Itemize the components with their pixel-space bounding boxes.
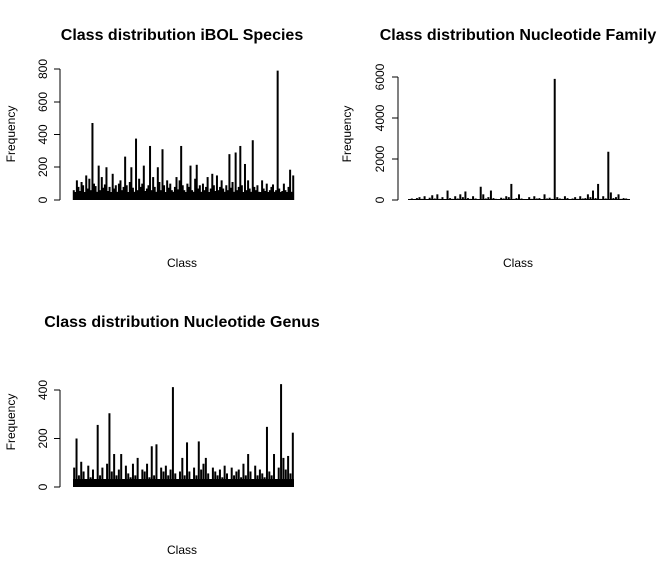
y-axis-ticks: 0 2000 4000 6000 bbox=[373, 63, 398, 203]
y-axis-label: Frequency bbox=[340, 106, 354, 163]
bar-series bbox=[408, 79, 630, 200]
y-tick-label: 200 bbox=[36, 428, 50, 448]
y-axis-ticks: 0 200 400 600 800 bbox=[36, 59, 60, 204]
y-tick-label: 0 bbox=[36, 196, 50, 203]
y-tick-label: 200 bbox=[36, 157, 50, 177]
y-tick-label: 800 bbox=[36, 59, 50, 79]
y-axis-ticks: 0 200 400 bbox=[36, 380, 60, 491]
chart-title: Class distribution iBOL Species bbox=[61, 27, 304, 44]
y-axis-label: Frequency bbox=[4, 106, 18, 163]
y-tick-label: 0 bbox=[36, 483, 50, 490]
y-tick-label: 400 bbox=[36, 380, 50, 400]
panel-nucleotide-genus: Class distribution Nucleotide Genus Clas… bbox=[4, 314, 320, 557]
x-axis-label: Class bbox=[167, 543, 197, 557]
y-tick-label: 0 bbox=[373, 196, 387, 203]
chart-title: Class distribution Nucleotide Genus bbox=[44, 314, 320, 331]
y-tick-label: 4000 bbox=[373, 104, 387, 131]
y-tick-label: 600 bbox=[36, 92, 50, 112]
y-tick-label: 2000 bbox=[373, 145, 387, 172]
bar-series bbox=[73, 384, 294, 487]
x-axis-label: Class bbox=[167, 256, 197, 270]
y-tick-label: 6000 bbox=[373, 63, 387, 90]
bar-series bbox=[73, 71, 294, 200]
chart-title: Class distribution Nucleotide Family bbox=[380, 27, 657, 44]
x-axis-label: Class bbox=[503, 256, 533, 270]
panel-nucleotide-family: Class distribution Nucleotide Family Cla… bbox=[340, 27, 656, 270]
panel-ibol-species: Class distribution iBOL Species Class Fr… bbox=[4, 27, 303, 270]
y-tick-label: 400 bbox=[36, 124, 50, 144]
y-axis-label: Frequency bbox=[4, 394, 18, 451]
